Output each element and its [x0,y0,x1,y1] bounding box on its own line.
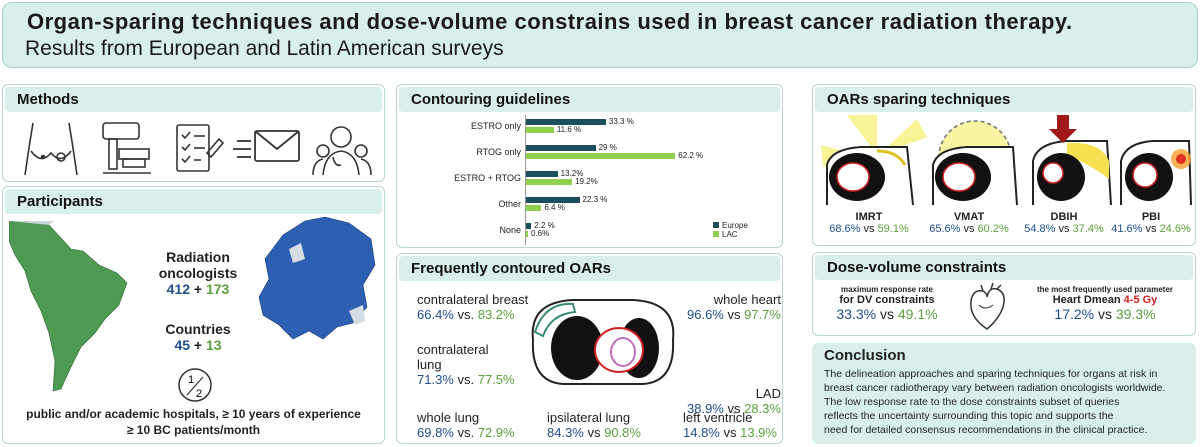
methods-panel: Methods [2,84,385,182]
countries-label: Countries [165,321,231,337]
dvc-left-block: maximum response rate for DV constraints… [836,285,938,322]
page-title: Organ-sparing techniques and dose-volume… [27,9,1073,34]
chart-legend: Europe LAC [713,221,748,239]
countries-block: Countries 45 + 13 [143,321,253,353]
legend-lac: LAC [713,230,748,239]
imrt-illustration [821,115,927,206]
technique-pbi: PBI 41.6% vs 24.6% [1111,211,1191,235]
chart-bar-europe [526,197,580,203]
oar-item-left-ventricle: left ventricle 14.8% vs 13.9% [683,410,777,440]
svg-text:2: 2 [196,388,202,400]
dvc-title: Dose-volume constraints [815,255,1193,280]
email-icon [233,130,300,162]
chart-data-label: 0.6% [531,229,550,238]
participants-footer2: ≥ 10 BC patients/month [126,423,261,437]
chart-bar-europe [526,223,532,229]
oar-item-lad: LAD 38.9% vs 28.3% [687,386,781,416]
chart-category-label: ESTRO + RTOG [454,173,521,183]
oar-item-whole-lung: whole lung 69.8% vs. 72.9% [417,410,515,440]
oars-panel: Frequently contoured OARs contralateral … [396,253,783,444]
checklist-icon [176,124,225,172]
chart-bar-lac [526,179,573,185]
oar-item-whole-heart: whole heart 96.6% vs 97.7% [687,292,781,322]
chart-bar-lac [526,231,528,237]
contouring-panel: Contouring guidelines ESTRO only 33.3 % 11… [396,84,783,248]
participants-panel: Participants Radiation oncologists 412 +… [2,186,385,444]
chart-data-label: 33.3 % [608,117,634,126]
chart-bar-europe [526,145,596,151]
oncologists-block: Radiation oncologists 412 + 173 [143,249,253,297]
conclusion-panel: Conclusion The delineation approaches an… [812,343,1196,444]
participants-title: Participants [5,189,382,214]
oncologists-plus: + [190,281,206,297]
ct-slice-illustration [531,299,675,385]
conclusion-text: The delineation approaches and sparing t… [824,368,1166,436]
chart-data-label: 29 % [598,143,617,152]
countries-eu: 45 [174,337,191,353]
contouring-chart: ESTRO only 33.3 % 11.6 % RTOG only 29 % 62.2 … [397,115,782,245]
latin-america-map [9,221,128,392]
chart-category-label: Other [498,199,521,209]
europe-map [258,216,376,340]
chart-bar-europe [526,171,558,177]
participants-footer1: public and/or academic hospitals, ≥ 10 y… [26,407,361,421]
chart-data-label: 62.2 % [678,151,704,160]
conclusion-title: Conclusion [824,347,906,364]
countries-lac: 13 [205,337,222,353]
header-banner: Organ-sparing techniques and dose-volume… [2,2,1198,68]
svg-text:1: 1 [188,374,194,386]
chart-data-label: 22.3 % [582,195,608,204]
dvc-right-block: the most frequently used parameter Heart… [1036,285,1174,322]
dbih-illustration [1032,115,1112,206]
contouring-title: Contouring guidelines [399,87,780,112]
chart-category-label: RTOG only [476,147,521,157]
oar-item-ipsilateral-lung: ipsilateral lung 84.3% vs 90.8% [547,410,641,440]
oar-item-contralateral-breast: contralateral breast 66.4% vs. 83.2% [417,292,529,322]
technique-vmat: VMAT 65.6% vs 60.2% [929,211,1009,235]
techniques-illustrations [821,115,1192,206]
half-icon: 1 2 [178,368,212,402]
chart-category-label: ESTRO only [470,121,521,131]
chart-data-label: 11.6 % [556,125,582,134]
doctors-icon [312,126,372,176]
chart-bar-lac [526,153,676,159]
chart-category-label: None [499,225,521,235]
methods-title: Methods [5,87,382,112]
dvc-panel: Dose-volume constraints maximum response… [812,252,1196,336]
chart-bar-lac [526,127,554,133]
linac-icon [102,122,151,174]
oncologists-lac: 173 [205,281,230,297]
chart-data-label: 13.2% [560,169,584,178]
techniques-panel: OARs sparing techniques IMRT 68.6% vs [812,84,1196,246]
chart-data-label: 2.2 % [534,221,555,230]
oncologists-label: Radiation oncologists [158,249,238,281]
pbi-illustration [1120,140,1192,206]
technique-dbih: DBIH 54.8% vs 37.4% [1024,211,1104,235]
page-subtitle: Results from European and Latin American… [25,37,504,60]
techniques-title: OARs sparing techniques [815,87,1193,112]
oncologists-count: 412 + 173 [143,281,253,297]
chart-axis [525,115,526,245]
breast-exam-icon [24,122,78,176]
chart-data-label: 19.2% [575,177,598,186]
countries-count: 45 + 13 [143,337,253,353]
countries-plus: + [190,337,206,353]
technique-imrt: IMRT 68.6% vs 59.1% [829,211,909,235]
oar-item-contralateral-lung: contralateral lung 71.3% vs. 77.5% [417,342,515,387]
vmat-illustration [932,120,1018,206]
oncologists-eu: 412 [166,281,191,297]
chart-data-label: 6.4 % [544,203,565,212]
methods-icons [24,122,372,176]
chart-bar-europe [526,119,606,125]
heart-icon [970,283,1005,330]
oars-title: Frequently contoured OARs [399,256,780,281]
legend-europe: Europe [713,221,748,230]
chart-bar-lac [526,205,542,211]
